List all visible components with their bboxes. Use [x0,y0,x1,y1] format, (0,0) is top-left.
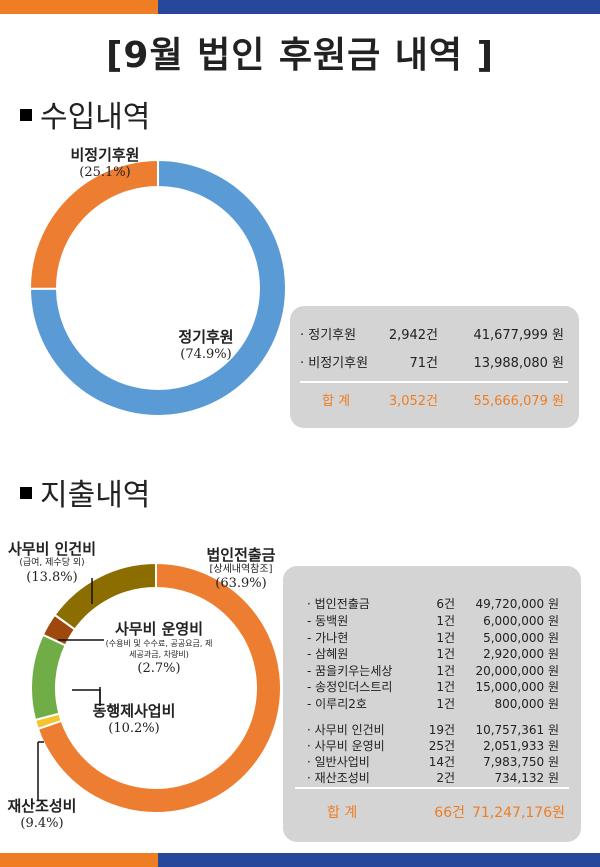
row-label: · 정기후원 [300,328,357,343]
total-amount: 71,247,176원 [471,805,565,821]
row-amount: 20,000,000 원 [475,664,559,678]
slice-pct: (9.4%) [20,816,64,831]
row-amount: 15,000,000 원 [475,680,559,694]
expense-label-personnel: 사무비 인건비 (급여, 제수당 외) (13.8%) [2,540,102,587]
expense-slice-0 [36,561,282,814]
leader-line-business [72,689,101,706]
row-label: · 법인전출금 [307,597,370,611]
row-label: · 사무비 운영비 [307,739,385,753]
income-slice-0 [28,158,287,417]
slice-pct: (74.9%) [180,347,232,362]
page-title: [9월 법인 후원금 내역 ] [105,35,495,76]
row-count: 6건 [436,597,455,611]
slice-name: 재산조성비 [7,797,77,815]
bullet-square-icon [20,486,32,499]
row-label: - 삼혜원 [307,647,349,661]
slice-sub: (급여, 제수당 외) [19,558,85,568]
row-count: 1건 [436,680,455,694]
row-count: 1건 [436,614,455,628]
row-count: 1건 [436,664,455,678]
row-label: - 이루리2호 [307,697,367,711]
bottom-accent-bar [0,853,600,867]
divider [295,787,569,789]
row-label: - 송정인더스트리 [307,680,393,694]
row-count: 1건 [436,631,455,645]
slice-pct: (25.1%) [79,165,131,180]
expense-slice-4 [53,561,157,631]
income-summary-panel: · 정기후원 2,942건 41,677,999 원 · 비정기후원 71건 1… [290,306,579,428]
total-amount: 55,666,079 원 [473,394,564,409]
row-label: - 동백원 [307,614,349,628]
slice-pct: (10.2%) [108,721,160,736]
expense-label-operating: 사무비 운영비 (수용비 및 수수료, 공공요금, 제세공과금, 차량비) (2… [102,620,216,678]
row-amount: 800,000 원 [494,697,559,711]
slice-sub: (수용비 및 수수료, 공공요금, 제세공과금, 차량비) [105,639,213,659]
top-accent-bar [0,0,600,14]
row-amount: 49,720,000 원 [475,597,559,611]
row-amount: 7,983,750 원 [483,755,559,769]
row-amount: 41,677,999 원 [473,328,564,343]
total-label: 합 계 [322,394,351,409]
row-amount: 734,132 원 [494,771,559,785]
row-count: 2,942건 [388,328,438,343]
expense-label-transfer: 법인전출금 [상세내역참조] (63.9%) [176,546,306,593]
row-label: - 꿈을키우는세상 [307,664,393,678]
row-count: 1건 [436,647,455,661]
row-label: - 가나현 [307,631,349,645]
bullet-square-icon [20,108,32,121]
slice-pct: (2.7%) [137,661,181,676]
slice-pct: (63.9%) [215,576,267,591]
income-slice-1 [29,158,159,290]
row-amount: 6,000,000 원 [483,614,559,628]
total-count: 66건 [434,805,465,821]
income-heading: 수입내역 [20,92,150,136]
row-amount: 13,988,080 원 [473,356,564,371]
row-label: · 사무비 인건비 [307,723,385,737]
row-count: 2건 [436,771,455,785]
row-count: 19건 [428,723,455,737]
slice-name: 비정기후원 [70,146,140,164]
expense-label-asset: 재산조성비 (9.4%) [0,797,84,833]
row-count: 25건 [428,739,455,753]
slice-sub: [상세내역참조] [209,564,273,575]
expense-slice-2 [30,633,67,722]
slice-name: 사무비 인건비 [7,540,97,558]
income-label-regular: 정기후원 (74.9%) [156,328,256,364]
income-label-irregular: 비정기후원 (25.1%) [50,146,160,182]
expense-heading-text: 지출내역 [40,478,151,513]
row-count: 1건 [436,697,455,711]
row-amount: 5,000,000 원 [483,631,559,645]
income-heading-text: 수입내역 [40,100,151,135]
slice-name: 법인전출금 [206,546,276,564]
slice-name: 동행제사업비 [92,702,176,720]
slice-name: 사무비 운영비 [114,620,204,638]
row-count: 71건 [409,356,438,371]
total-count: 3,052건 [388,394,438,409]
expense-heading: 지출내역 [20,470,150,514]
row-label: · 일반사업비 [307,755,370,769]
row-count: 14건 [428,755,455,769]
expense-label-business: 동행제사업비 (10.2%) [74,702,194,738]
slice-name: 정기후원 [178,328,234,346]
row-amount: 10,757,361 원 [475,723,559,737]
row-label: · 재산조성비 [307,771,370,785]
row-amount: 2,051,933 원 [483,739,559,753]
row-label: · 비정기후원 [300,356,369,371]
slice-pct: (13.8%) [26,570,78,585]
divider [300,381,568,383]
row-amount: 2,920,000 원 [483,647,559,661]
expense-summary-panel: · 법인전출금 6건 49,720,000 원 - 동백원 1건 6,000,000 원 -… [283,566,581,842]
total-label: 합 계 [327,805,358,821]
